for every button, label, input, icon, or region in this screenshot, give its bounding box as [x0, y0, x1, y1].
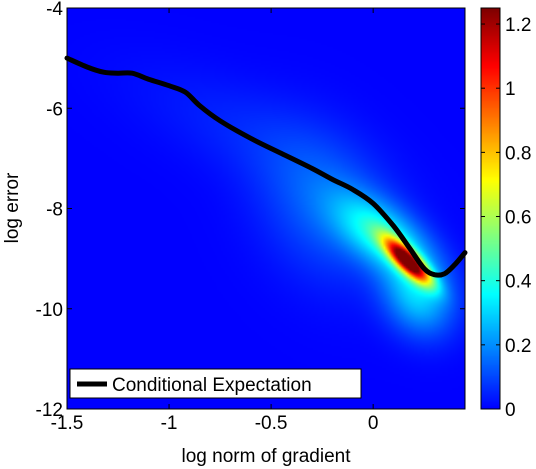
x-tick-label: -1.5 [51, 413, 84, 434]
y-tick-label: -12 [36, 400, 63, 421]
colorbar: 0 0.2 0.4 0.6 0.8 1 1.2 [480, 7, 532, 421]
x-tick-label: -1 [161, 413, 178, 434]
plot-area: Conditional Expectation [64, 7, 468, 410]
x-tick-label: -0.5 [255, 413, 288, 434]
colorbar-gradient [481, 8, 500, 409]
x-tick-label: 0 [368, 413, 379, 434]
density-heatmap [67, 8, 465, 409]
colorbar-tick-label: 0.2 [505, 336, 531, 357]
colorbar-tick-label: 0 [505, 400, 516, 421]
colorbar-tick-label: 0.4 [505, 272, 532, 293]
y-axis: -12 -10 -8 -6 -4 [36, 0, 465, 421]
legend: Conditional Expectation [69, 368, 362, 399]
colorbar-ticks: 0 0.2 0.4 0.6 0.8 1 1.2 [481, 15, 532, 421]
x-axis: -1.5 -1 -0.5 0 [51, 8, 379, 434]
y-axis-label: log error [2, 172, 23, 243]
y-tick-label: -8 [46, 200, 63, 221]
series-line-conditional-expectation [64, 55, 468, 278]
y-tick-label: -4 [46, 0, 63, 20]
colorbar-tick-label: 0.8 [505, 143, 531, 164]
x-axis-label: log norm of gradient [182, 446, 352, 467]
legend-box [69, 368, 362, 399]
colorbar-tick-label: 1.2 [505, 15, 531, 36]
legend-label: Conditional Expectation [112, 375, 312, 396]
colorbar-tick-label: 1 [505, 79, 516, 100]
y-tick-label: -10 [36, 300, 63, 321]
colorbar-tick-label: 0.6 [505, 208, 531, 229]
colorbar-frame [480, 7, 501, 410]
y-tick-label: -6 [46, 99, 63, 120]
